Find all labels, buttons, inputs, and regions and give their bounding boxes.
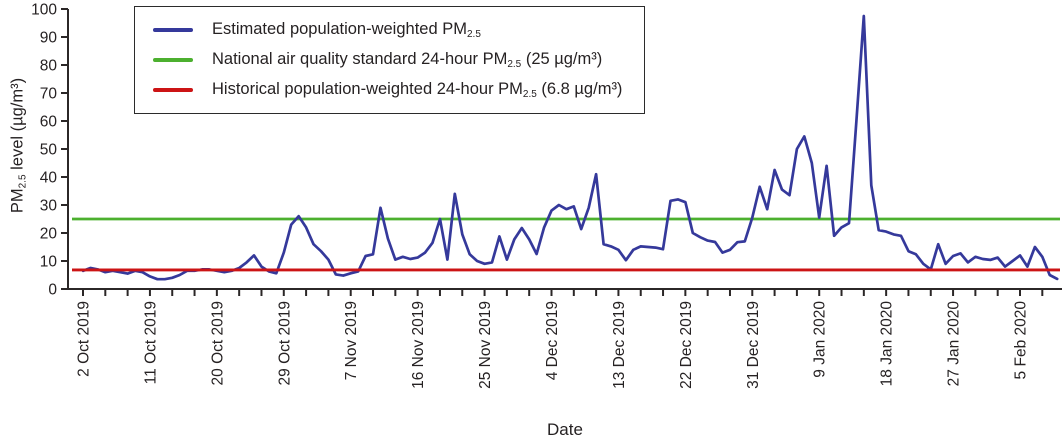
legend-item-estimated: Estimated population-weighted PM2.5 xyxy=(153,20,622,40)
legend-label-standard: National air quality standard 24-hour PM… xyxy=(212,50,603,70)
legend-label-estimated-text: Estimated population-weighted PM xyxy=(212,20,467,38)
legend-item-standard: National air quality standard 24-hour PM… xyxy=(153,50,622,70)
legend-label-historical-post: (6.8 µg/m³) xyxy=(536,80,623,98)
legend-label-estimated: Estimated population-weighted PM2.5 xyxy=(212,20,481,40)
y-axis-title-units: level (µg/m³) xyxy=(8,77,27,175)
x-tick-label: 31 Dec 2019 xyxy=(745,301,762,389)
y-tick-label: 40 xyxy=(40,170,58,187)
x-tick-label: 13 Dec 2019 xyxy=(611,301,628,389)
legend-label-historical-text: Historical population-weighted 24-hour P… xyxy=(212,80,523,98)
legend-swatch-standard-line xyxy=(153,57,193,62)
y-tick-label: 80 xyxy=(40,58,58,75)
legend: Estimated population-weighted PM2.5 Nati… xyxy=(134,6,646,114)
legend-label-standard-post: (25 µg/m³) xyxy=(521,50,603,68)
x-tick-label: 7 Nov 2019 xyxy=(343,301,360,380)
y-axis-title: PM2.5 level (µg/m³) xyxy=(8,0,29,296)
x-tick-label: 2 Oct 2019 xyxy=(76,301,93,377)
y-tick-label: 30 xyxy=(40,198,58,215)
x-tick-label: 29 Oct 2019 xyxy=(276,301,293,385)
legend-label-historical: Historical population-weighted 24-hour P… xyxy=(212,80,623,100)
legend-label-standard-sub: 2.5 xyxy=(507,59,522,70)
x-tick-label: 11 Oct 2019 xyxy=(142,301,159,384)
x-tick-label: 5 Feb 2020 xyxy=(1012,301,1029,380)
x-tick-label: 22 Dec 2019 xyxy=(678,301,695,389)
y-tick-label: 90 xyxy=(40,30,58,47)
legend-label-standard-text: National air quality standard 24-hour PM xyxy=(212,50,508,68)
y-axis-title-text: PM xyxy=(8,188,27,214)
y-tick-label: 10 xyxy=(40,254,58,271)
x-tick-label: 27 Jan 2020 xyxy=(946,301,963,387)
pm25-line xyxy=(81,14,1059,281)
x-tick-label: 16 Nov 2019 xyxy=(410,301,427,389)
y-axis-title-subscript: 2.5 xyxy=(17,174,29,189)
y-tick-label: 60 xyxy=(40,114,58,131)
y-tick-label: 20 xyxy=(40,226,58,243)
x-tick-label: 9 Jan 2020 xyxy=(812,301,829,378)
x-tick-label: 4 Dec 2019 xyxy=(544,301,561,380)
legend-swatch-estimated-line xyxy=(153,27,193,32)
y-tick-label: 0 xyxy=(48,282,57,299)
legend-label-historical-sub: 2.5 xyxy=(522,89,537,100)
legend-swatch-historical-line xyxy=(153,87,193,92)
x-tick-label: 18 Jan 2020 xyxy=(879,301,896,387)
y-tick-label: 100 xyxy=(31,2,57,19)
legend-item-historical: Historical population-weighted 24-hour P… xyxy=(153,80,623,100)
legend-label-estimated-sub: 2.5 xyxy=(466,29,481,40)
x-axis-title: Date xyxy=(547,420,583,439)
x-tick-label: 25 Nov 2019 xyxy=(477,301,494,389)
y-tick-label: 70 xyxy=(40,86,58,103)
y-tick-label: 50 xyxy=(40,142,58,159)
x-tick-label: 20 Oct 2019 xyxy=(209,301,226,385)
